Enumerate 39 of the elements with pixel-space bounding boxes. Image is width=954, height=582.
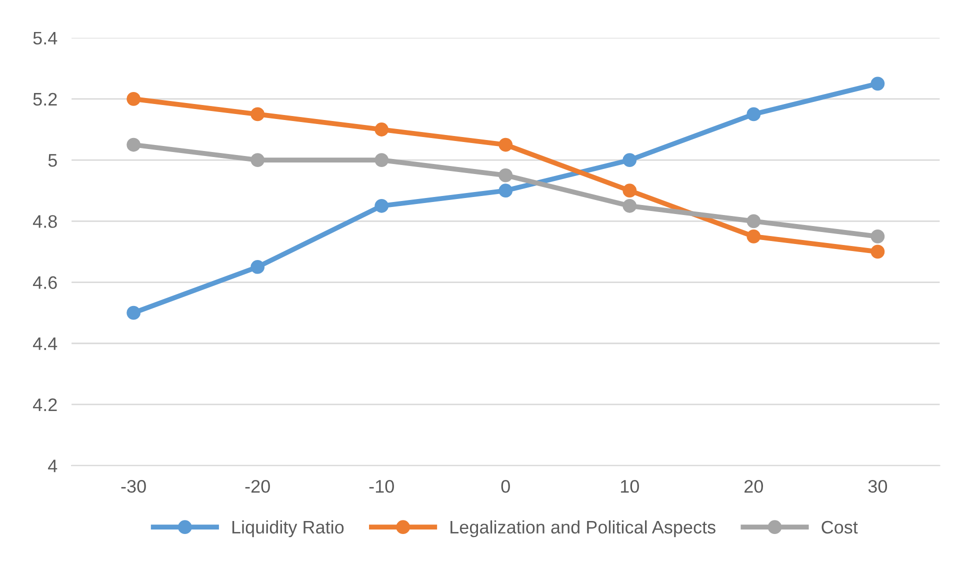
x-tick-label: -20 — [245, 480, 270, 493]
x-tick-label: 0 — [501, 480, 510, 493]
point — [622, 184, 637, 198]
x-tick-label: -10 — [369, 480, 394, 493]
point — [126, 92, 141, 106]
y-tick-label: 4.4 — [32, 338, 58, 350]
point — [870, 244, 885, 259]
point — [622, 153, 637, 167]
point — [870, 76, 885, 91]
x-tick-label: 20 — [744, 480, 763, 493]
point — [498, 138, 513, 152]
point — [250, 107, 265, 122]
point — [250, 260, 265, 274]
x-tick-label: 10 — [620, 480, 639, 493]
point — [126, 138, 141, 152]
legend-label: Legalization and Political Aspects — [450, 520, 716, 538]
point — [126, 306, 141, 320]
legend-label: Cost — [822, 520, 858, 534]
point — [374, 122, 389, 136]
y-tick-label: 4.8 — [32, 215, 57, 228]
x-tick-label: 30 — [868, 480, 888, 493]
point — [622, 198, 637, 213]
y-tick-label: 4.6 — [32, 276, 57, 289]
point — [746, 214, 761, 228]
point — [746, 229, 761, 244]
legend-label: Liquidity Ratio — [232, 520, 344, 538]
y-tick-label: 5.4 — [33, 32, 58, 45]
point — [498, 168, 513, 182]
x-tick-label: -30 — [121, 480, 146, 493]
point — [746, 107, 761, 122]
y-tick-label: 4.2 — [32, 398, 57, 412]
point — [250, 153, 265, 167]
y-tick-label: 5 — [48, 154, 57, 167]
point — [498, 184, 513, 198]
point — [870, 229, 885, 244]
point — [374, 153, 389, 167]
y-tick-label: 5.2 — [33, 92, 57, 106]
y-tick-label: 4 — [48, 460, 58, 472]
point — [374, 198, 389, 213]
